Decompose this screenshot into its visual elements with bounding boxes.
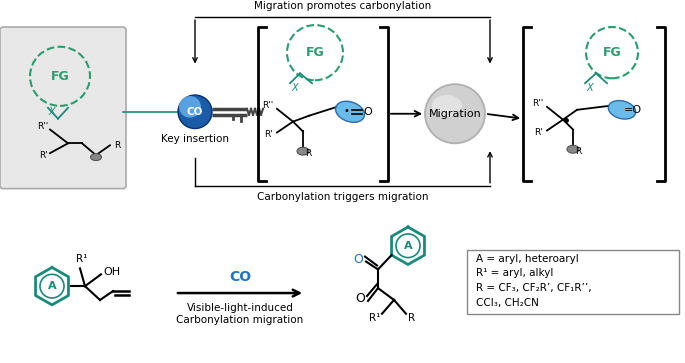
Text: Carbonylation migration: Carbonylation migration xyxy=(176,315,303,325)
Text: A = aryl, heteroaryl: A = aryl, heteroaryl xyxy=(476,254,579,264)
Text: CCl₃, CH₂CN: CCl₃, CH₂CN xyxy=(476,298,539,308)
Text: R¹ = aryl, alkyl: R¹ = aryl, alkyl xyxy=(476,268,553,278)
Text: FG: FG xyxy=(603,46,621,59)
Text: R: R xyxy=(408,313,415,323)
Text: OH: OH xyxy=(103,268,120,277)
Text: R'': R'' xyxy=(37,122,48,131)
Text: O: O xyxy=(355,293,365,305)
Ellipse shape xyxy=(432,95,462,117)
Text: X: X xyxy=(292,83,298,93)
Ellipse shape xyxy=(608,101,636,119)
Text: R': R' xyxy=(534,128,543,137)
Text: O: O xyxy=(353,253,363,266)
Text: R: R xyxy=(114,141,121,150)
Text: R¹: R¹ xyxy=(76,254,88,265)
FancyBboxPatch shape xyxy=(0,27,126,189)
Text: A: A xyxy=(48,281,56,291)
Text: R = CF₃, CF₂R’, CF₁R’’,: R = CF₃, CF₂R’, CF₁R’’, xyxy=(476,283,592,293)
Text: Migration promotes carbonylation: Migration promotes carbonylation xyxy=(254,1,431,11)
Text: R: R xyxy=(305,149,311,158)
Text: R¹: R¹ xyxy=(369,313,380,323)
Text: CO: CO xyxy=(187,107,203,117)
Text: R': R' xyxy=(39,151,48,160)
Ellipse shape xyxy=(567,145,579,153)
Text: X: X xyxy=(49,107,55,117)
Text: R'': R'' xyxy=(532,99,543,109)
Text: =O: =O xyxy=(624,105,642,115)
Text: Carbonylation triggers migration: Carbonylation triggers migration xyxy=(257,192,428,201)
Text: X: X xyxy=(586,83,593,93)
Text: O: O xyxy=(363,107,372,117)
Text: R: R xyxy=(575,147,582,156)
Circle shape xyxy=(425,84,485,143)
Circle shape xyxy=(178,95,212,129)
Text: •: • xyxy=(343,106,349,116)
Ellipse shape xyxy=(297,147,309,155)
Text: A: A xyxy=(403,241,412,251)
Text: R': R' xyxy=(264,130,273,139)
Ellipse shape xyxy=(90,154,101,160)
Text: FG: FG xyxy=(306,46,325,59)
Text: R'': R'' xyxy=(262,101,273,110)
Text: Visible-light-induced: Visible-light-induced xyxy=(186,303,293,313)
Circle shape xyxy=(179,96,201,118)
Ellipse shape xyxy=(336,101,364,122)
Text: CO: CO xyxy=(229,270,251,284)
Text: Migration: Migration xyxy=(429,109,482,119)
Text: FG: FG xyxy=(51,70,69,83)
Text: Key insertion: Key insertion xyxy=(161,134,229,144)
